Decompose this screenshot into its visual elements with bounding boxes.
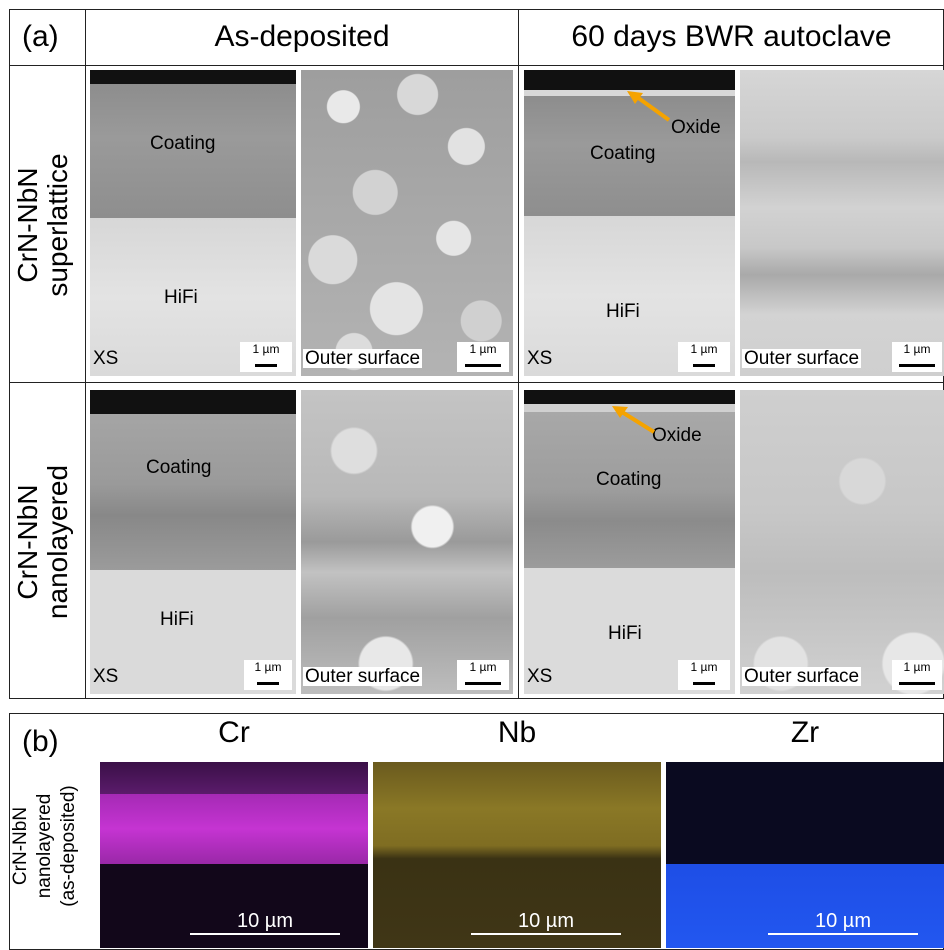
panel-a-row-divider bbox=[9, 382, 944, 383]
label-coating: Coating bbox=[590, 143, 656, 164]
row-label-superlattice-line1: CrN-NbN bbox=[12, 167, 43, 283]
row-label-superlattice: CrN-NbN superlattice bbox=[12, 100, 77, 350]
oxide-arrow-icon bbox=[627, 91, 671, 122]
element-title-nb: Nb bbox=[497, 716, 537, 749]
label-oxide: Oxide bbox=[671, 117, 721, 138]
scale-bar: 1 µm bbox=[678, 342, 730, 372]
panel-a-label-col-divider bbox=[85, 9, 86, 699]
sem-superlattice-bwr-xs: Coating HiFi XS 1 µm bbox=[524, 70, 735, 376]
scale-bar: 1 µm bbox=[892, 342, 942, 372]
scale-bar-label: 1 µm bbox=[903, 660, 931, 674]
label-xs: XS bbox=[527, 348, 553, 369]
scale-bar-label: 1 µm bbox=[903, 342, 931, 356]
sem-nanolayered-bwr-surface: Outer surface 1 µm bbox=[740, 390, 944, 694]
row-label-nanolayered-line1: CrN-NbN bbox=[12, 484, 43, 600]
label-outer-surface: Outer surface bbox=[742, 348, 862, 369]
map-scale-label: 10 µm bbox=[237, 910, 293, 932]
label-hifi: HiFi bbox=[164, 287, 198, 308]
panel-b-label: (b) bbox=[22, 725, 59, 758]
label-xs: XS bbox=[93, 348, 119, 369]
panel-a-condition-divider bbox=[518, 9, 519, 699]
label-coating: Coating bbox=[150, 133, 216, 154]
scale-bar: 1 µm bbox=[678, 660, 730, 690]
map-scale-bar: 10 µm bbox=[190, 910, 340, 935]
panel-b-row-label: CrN-NbN nanolayered (as-deposited) bbox=[9, 761, 81, 931]
oxide-arrow-icon bbox=[612, 406, 656, 434]
scale-bar-label: 1 µm bbox=[252, 342, 280, 356]
panel-a-label: (a) bbox=[22, 20, 59, 53]
scale-bar-label: 1 µm bbox=[690, 660, 718, 674]
panel-b-row-label-line3: (as-deposited) bbox=[58, 785, 79, 907]
sem-nanolayered-asdep-xs: Coating HiFi XS 1 µm bbox=[90, 390, 296, 694]
label-hifi: HiFi bbox=[160, 609, 194, 630]
label-oxide: Oxide bbox=[652, 425, 702, 446]
label-xs: XS bbox=[93, 666, 119, 687]
eds-map-nb: 10 µm bbox=[373, 762, 661, 948]
label-hifi: HiFi bbox=[608, 623, 642, 644]
scale-bar: 1 µm bbox=[244, 660, 292, 690]
scale-bar: 1 µm bbox=[892, 660, 942, 690]
scale-bar: 1 µm bbox=[457, 342, 509, 372]
panel-a-header-divider bbox=[9, 65, 944, 66]
scale-bar-label: 1 µm bbox=[469, 342, 497, 356]
scale-bar-label: 1 µm bbox=[254, 660, 282, 674]
scale-bar: 1 µm bbox=[240, 342, 292, 372]
label-hifi: HiFi bbox=[606, 301, 640, 322]
row-label-nanolayered: CrN-NbN nanolayered bbox=[12, 417, 77, 667]
label-outer-surface: Outer surface bbox=[303, 348, 423, 369]
element-title-cr: Cr bbox=[218, 716, 250, 749]
sem-nanolayered-bwr-xs: Coating HiFi XS 1 µm bbox=[524, 390, 735, 694]
sem-superlattice-bwr-surface: Outer surface 1 µm bbox=[740, 70, 944, 376]
scale-bar: 1 µm bbox=[457, 660, 509, 690]
label-coating: Coating bbox=[146, 457, 212, 478]
map-scale-bar: 10 µm bbox=[768, 910, 918, 935]
label-outer-surface: Outer surface bbox=[742, 666, 862, 687]
label-outer-surface: Outer surface bbox=[303, 666, 423, 687]
map-scale-label: 10 µm bbox=[518, 910, 574, 932]
panel-b-row-label-line1: CrN-NbN bbox=[10, 806, 31, 886]
sem-superlattice-asdep-surface: Outer surface 1 µm bbox=[301, 70, 513, 376]
sem-nanolayered-asdep-surface: Outer surface 1 µm bbox=[301, 390, 513, 694]
map-scale-label: 10 µm bbox=[815, 910, 871, 932]
panel-b-row-label-line2: nanolayered bbox=[34, 793, 55, 899]
eds-map-cr: 10 µm bbox=[100, 762, 368, 948]
scale-bar-label: 1 µm bbox=[690, 342, 718, 356]
row-label-nanolayered-line2: nanolayered bbox=[42, 464, 73, 620]
label-coating: Coating bbox=[596, 469, 662, 490]
row-label-superlattice-line2: superlattice bbox=[42, 153, 73, 297]
element-title-zr: Zr bbox=[790, 716, 820, 749]
map-scale-bar: 10 µm bbox=[471, 910, 621, 935]
column-bwr-autoclave: 60 days BWR autoclave bbox=[571, 20, 892, 53]
sem-superlattice-asdep-xs: Coating HiFi XS 1 µm bbox=[90, 70, 296, 376]
scale-bar-label: 1 µm bbox=[469, 660, 497, 674]
label-xs: XS bbox=[527, 666, 553, 687]
column-as-deposited: As-deposited bbox=[214, 20, 390, 53]
eds-map-zr: 10 µm bbox=[666, 762, 944, 948]
